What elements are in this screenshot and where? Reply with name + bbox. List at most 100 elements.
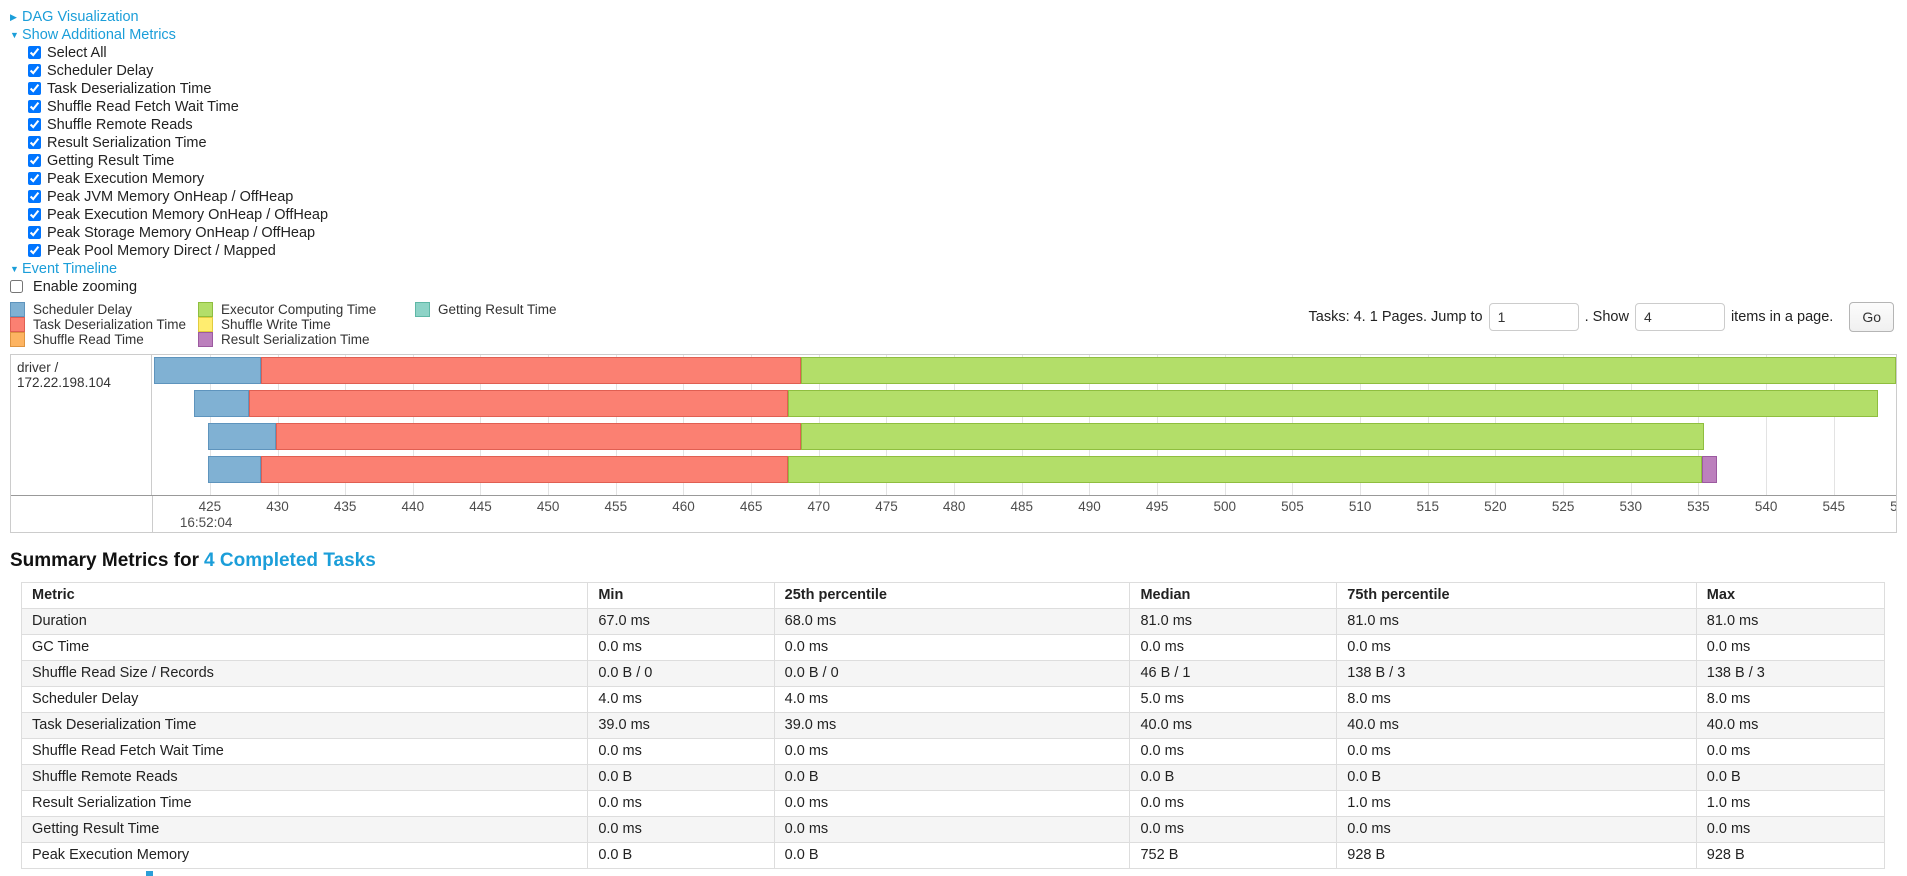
metric-checkbox-label: Select All — [47, 45, 107, 61]
metric-name-cell: Getting Result Time — [20, 816, 589, 843]
show-additional-metrics-label: Show Additional Metrics — [22, 27, 176, 43]
metric-value-cell: 8.0 ms — [1695, 686, 1886, 713]
axis-anchor-time: 16:52:04 — [179, 515, 233, 530]
legend-swatch-icon — [10, 332, 25, 347]
legend-column: Executor Computing Time Shuffle Write Tim… — [198, 302, 415, 347]
metric-name-cell: Shuffle Read Fetch Wait Time — [20, 738, 589, 765]
metric-name-cell: Task Deserialization Time — [20, 712, 589, 739]
table-row-shuffle-remote-reads: Shuffle Remote Reads 0.0 B 0.0 B 0.0 B 0.0 B… — [20, 764, 1886, 791]
table-row-gc-time: GC Time 0.0 ms 0.0 ms 0.0 ms 0.0 ms 0.0 ms — [20, 634, 1886, 661]
timeline-header-band: Scheduler Delay Task Deserialization Time… — [10, 302, 1897, 350]
legend-item-scheduler-delay: Scheduler Delay — [10, 302, 198, 317]
metric-value-cell: 5.0 ms — [1129, 686, 1338, 713]
metric-value-cell: 1.0 ms — [1336, 790, 1697, 817]
show-additional-metrics-toggle[interactable]: ▼ Show Additional Metrics — [10, 27, 176, 43]
metric-checkbox-row-scheduler-delay[interactable]: Scheduler Delay — [28, 62, 1897, 80]
metric-checkbox-row-task-deserialization-time[interactable]: Task Deserialization Time — [28, 80, 1897, 98]
metric-checkbox-row-shuffle-remote-reads[interactable]: Shuffle Remote Reads — [28, 116, 1897, 134]
axis-tick-label: 425 — [198, 499, 222, 514]
jump-to-page-input[interactable] — [1488, 303, 1579, 331]
metric-value-cell: 0.0 ms — [773, 738, 1131, 765]
dag-visualization-toggle[interactable]: ▶ DAG Visualization — [10, 9, 139, 25]
legend-label: Shuffle Write Time — [221, 317, 331, 332]
pagination-summary-text: Tasks: 4. 1 Pages. Jump to — [1308, 309, 1483, 325]
checkbox-peak-execution-memory-onheap-offheap[interactable] — [28, 208, 41, 221]
axis-tick-label: 515 — [1416, 499, 1440, 514]
timeline-plot-area — [153, 355, 1896, 495]
column-header-metric: Metric — [20, 582, 589, 609]
metric-checkbox-label: Peak JVM Memory OnHeap / OffHeap — [47, 189, 294, 205]
metric-checkbox-row-select-all[interactable]: Select All — [28, 44, 1897, 62]
timeline-plot-row: driver / 172.22.198.104 — [11, 355, 1896, 495]
metric-value-cell: 46 B / 1 — [1129, 660, 1338, 687]
pagination-mid-text: . Show — [1584, 309, 1629, 325]
checkbox-select-all[interactable] — [28, 46, 41, 59]
task-bar-segment-executor-computing-time[interactable] — [801, 423, 1704, 450]
enable-zooming-label: Enable zooming — [33, 279, 138, 295]
checkbox-task-deserialization-time[interactable] — [28, 82, 41, 95]
metric-value-cell: 8.0 ms — [1336, 686, 1697, 713]
metric-value-cell: 0.0 B — [773, 764, 1131, 791]
checkbox-shuffle-remote-reads[interactable] — [28, 118, 41, 131]
axis-tick-label: 435 — [333, 499, 357, 514]
header-row: Metric Min 25th percentile Median 75th perce… — [20, 582, 1886, 609]
legend-column: Getting Result Time — [415, 302, 557, 317]
axis-tick-label: 540 — [1754, 499, 1778, 514]
enable-zooming-checkbox[interactable] — [10, 280, 23, 293]
axis-tick-label: 520 — [1484, 499, 1507, 514]
dag-visualization-label: DAG Visualization — [22, 9, 139, 25]
metric-checkbox-row-peak-execution-memory[interactable]: Peak Execution Memory — [28, 170, 1897, 188]
task-bar-segment-task-deserialization-time[interactable] — [261, 357, 802, 384]
metric-checkbox-label: Peak Storage Memory OnHeap / OffHeap — [47, 225, 316, 241]
table-row-scheduler-delay: Scheduler Delay 4.0 ms 4.0 ms 5.0 ms 8.0 ms 8… — [20, 686, 1886, 713]
metric-name-cell: Scheduler Delay — [20, 686, 589, 713]
checkbox-scheduler-delay[interactable] — [28, 64, 41, 77]
task-bar-segment-scheduler-delay[interactable] — [208, 456, 262, 483]
axis-tick-label: 460 — [672, 499, 695, 514]
checkbox-shuffle-read-fetch-wait-time[interactable] — [28, 100, 41, 113]
enable-zooming-row[interactable]: Enable zooming — [10, 278, 1897, 296]
metric-checkbox-row-peak-execution-memory-onheap-offheap[interactable]: Peak Execution Memory OnHeap / OffHeap — [28, 206, 1897, 224]
event-timeline-toggle[interactable]: ▼ Event Timeline — [10, 261, 117, 277]
checkbox-getting-result-time[interactable] — [28, 154, 41, 167]
metric-value-cell: 0.0 B — [1336, 764, 1697, 791]
axis-tick-label: 440 — [401, 499, 425, 514]
page-size-input[interactable] — [1634, 303, 1725, 331]
collapsed-arrow-icon: ▶ — [10, 12, 17, 22]
metric-checkbox-row-shuffle-read-fetch-wait-time[interactable]: Shuffle Read Fetch Wait Time — [28, 98, 1897, 116]
task-bar-segment-executor-computing-time[interactable] — [787, 390, 1879, 417]
expanded-arrow-icon: ▼ — [10, 264, 19, 274]
metric-checkbox-label: Task Deserialization Time — [47, 81, 212, 97]
legend-swatch-icon — [198, 302, 213, 317]
metric-checkbox-row-peak-pool-memory-direct-mapped[interactable]: Peak Pool Memory Direct / Mapped — [28, 242, 1897, 260]
task-bar-segment-executor-computing-time[interactable] — [801, 357, 1896, 384]
checkbox-peak-pool-memory-direct-mapped[interactable] — [28, 244, 41, 257]
legend-label: Getting Result Time — [438, 302, 557, 317]
task-bar-segment-task-deserialization-time[interactable] — [276, 423, 802, 450]
metric-name-cell: GC Time — [20, 634, 589, 661]
task-bar-segment-task-deserialization-time[interactable] — [261, 456, 788, 483]
task-bar-segment-scheduler-delay[interactable] — [208, 423, 277, 450]
completed-tasks-link[interactable]: 4 Completed Tasks — [204, 550, 376, 571]
legend-item-shuffle-write-time: Shuffle Write Time — [198, 317, 415, 332]
metric-value-cell: 81.0 ms — [1129, 608, 1338, 635]
task-bar-segment-scheduler-delay[interactable] — [154, 357, 262, 384]
checkbox-result-serialization-time[interactable] — [28, 136, 41, 149]
metric-value-cell: 81.0 ms — [1695, 608, 1886, 635]
axis-tick-label: 485 — [1010, 499, 1034, 514]
metric-checkbox-label: Peak Execution Memory — [47, 171, 205, 187]
metric-checkbox-row-peak-jvm-memory-onheap-offheap[interactable]: Peak JVM Memory OnHeap / OffHeap — [28, 188, 1897, 206]
go-button[interactable]: Go — [1849, 302, 1894, 332]
task-bar-segment-scheduler-delay[interactable] — [193, 390, 250, 417]
metric-checkbox-row-getting-result-time[interactable]: Getting Result Time — [28, 152, 1897, 170]
task-bar-segment-task-deserialization-time[interactable] — [249, 390, 788, 417]
task-bar-segment-result-serialization-time[interactable] — [1702, 456, 1718, 483]
metric-checkbox-row-result-serialization-time[interactable]: Result Serialization Time — [28, 134, 1897, 152]
metric-value-cell: 0.0 ms — [1695, 816, 1886, 843]
checkbox-peak-execution-memory[interactable] — [28, 172, 41, 185]
checkbox-peak-storage-memory-onheap-offheap[interactable] — [28, 226, 41, 239]
metric-checkbox-row-peak-storage-memory-onheap-offheap[interactable]: Peak Storage Memory OnHeap / OffHeap — [28, 224, 1897, 242]
task-bar-segment-executor-computing-time[interactable] — [787, 456, 1703, 483]
metric-value-cell: 40.0 ms — [1336, 712, 1697, 739]
checkbox-peak-jvm-memory-onheap-offheap[interactable] — [28, 190, 41, 203]
